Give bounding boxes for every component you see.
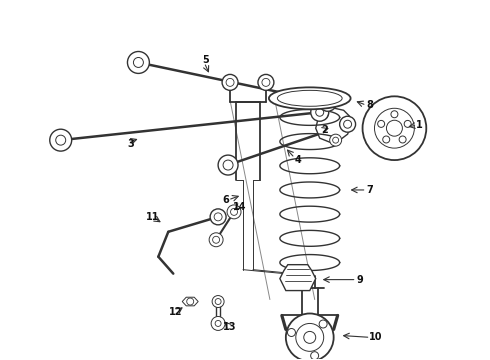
Circle shape (222, 75, 238, 90)
Circle shape (258, 75, 274, 90)
Circle shape (288, 329, 295, 337)
Circle shape (286, 314, 334, 360)
Circle shape (342, 118, 354, 130)
Circle shape (209, 233, 223, 247)
Circle shape (50, 129, 72, 151)
Circle shape (330, 134, 342, 146)
Polygon shape (280, 265, 316, 291)
Circle shape (227, 205, 241, 219)
Text: 5: 5 (202, 55, 209, 66)
Text: 14: 14 (233, 202, 247, 212)
Text: 4: 4 (294, 155, 301, 165)
Circle shape (316, 108, 324, 116)
Text: 13: 13 (223, 323, 237, 332)
Text: 2: 2 (321, 125, 328, 135)
Text: 6: 6 (222, 195, 229, 205)
Circle shape (318, 93, 337, 111)
Polygon shape (316, 108, 352, 142)
Text: 3: 3 (127, 139, 134, 149)
Circle shape (56, 135, 66, 145)
Text: 1: 1 (416, 120, 423, 130)
Circle shape (319, 320, 327, 328)
Text: 8: 8 (366, 100, 373, 110)
Circle shape (315, 106, 329, 120)
Text: 12: 12 (169, 307, 182, 318)
Circle shape (311, 103, 329, 121)
Text: 10: 10 (369, 332, 382, 342)
Circle shape (311, 352, 319, 360)
Circle shape (210, 209, 226, 225)
Text: 9: 9 (356, 275, 363, 285)
Circle shape (340, 116, 356, 132)
Circle shape (212, 296, 224, 307)
Circle shape (127, 51, 149, 73)
Circle shape (343, 120, 352, 128)
Circle shape (133, 58, 144, 67)
Ellipse shape (269, 87, 350, 109)
Circle shape (324, 98, 332, 106)
Text: 7: 7 (366, 185, 373, 195)
Text: 11: 11 (146, 212, 159, 222)
Circle shape (223, 160, 233, 170)
Circle shape (218, 155, 238, 175)
Polygon shape (182, 297, 198, 306)
Circle shape (211, 316, 225, 330)
